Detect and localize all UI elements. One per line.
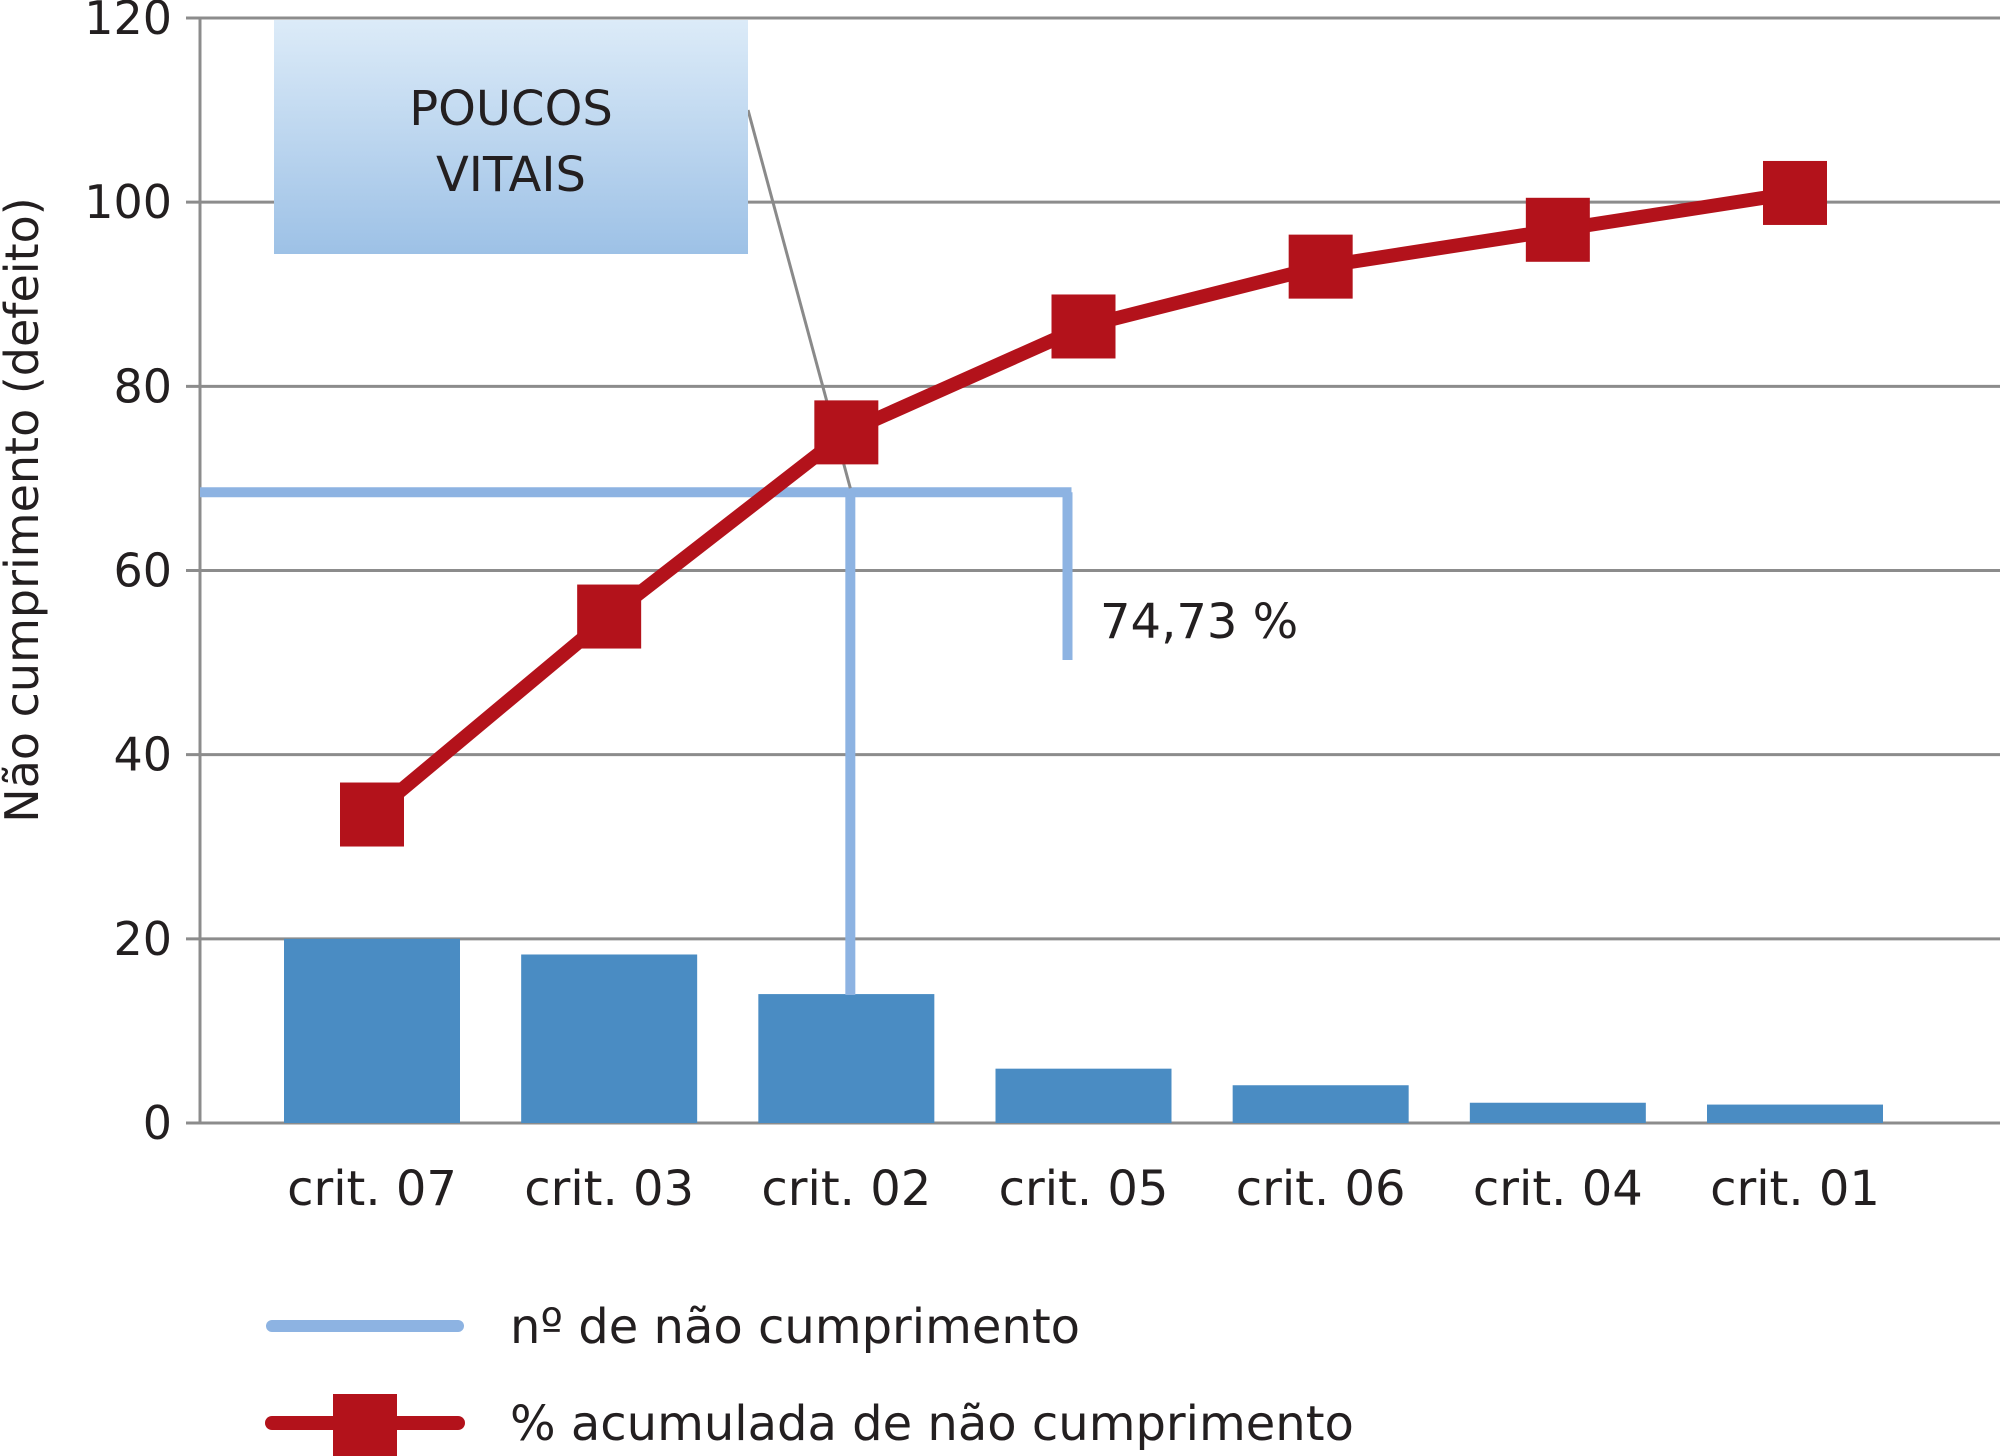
y-tick-label-60: 60: [113, 544, 172, 598]
bar-7: [1707, 1104, 1883, 1123]
bar-series: [284, 938, 1883, 1123]
x-category-label-6: crit. 04: [1473, 1161, 1643, 1217]
bar-3: [758, 994, 935, 1123]
line-marker-2: [577, 584, 642, 649]
x-category-label-1: crit. 07: [287, 1161, 457, 1217]
y-axis-title: Não cumprimento (defeito): [0, 197, 49, 822]
legend: nº de não cumprimento % acumulada de não…: [265, 1299, 1354, 1456]
bar-6: [1469, 1102, 1646, 1123]
legend-swatch-marker: [333, 1394, 397, 1456]
callout-text-line2: VITAIS: [436, 147, 586, 203]
legend-label-line: % acumulada de não cumprimento: [510, 1396, 1354, 1452]
line-marker-4: [1051, 294, 1116, 359]
line-marker-5: [1288, 234, 1353, 299]
callout-poucos-vitais: POUCOS VITAIS: [274, 20, 852, 489]
y-tick-label-120: 120: [84, 0, 172, 45]
threshold-lines: [200, 487, 1073, 995]
x-category-label-4: crit. 05: [999, 1161, 1169, 1217]
x-category-label-7: crit. 01: [1710, 1161, 1880, 1217]
callout-text-line1: POUCOS: [409, 81, 613, 137]
y-tick-label-0: 0: [143, 1096, 172, 1150]
x-category-label-3: crit. 02: [761, 1161, 931, 1217]
line-marker-3: [814, 400, 879, 465]
x-category-labels: crit. 07 crit. 03 crit. 02 crit. 05 crit. 06…: [287, 1161, 1880, 1217]
y-tick-label-100: 100: [84, 175, 172, 229]
x-category-label-5: crit. 06: [1236, 1161, 1406, 1217]
legend-label-bars: nº de não cumprimento: [510, 1299, 1080, 1355]
callout-box: [274, 20, 748, 254]
threshold-percent-label: 74,73 %: [1100, 594, 1298, 650]
bar-2: [521, 954, 698, 1123]
bar-4: [995, 1068, 1172, 1123]
x-category-label-2: crit. 03: [524, 1161, 694, 1217]
y-tick-label-20: 20: [113, 912, 172, 966]
line-marker-1: [340, 782, 404, 847]
y-tick-label-80: 80: [113, 359, 172, 413]
y-tick-label-40: 40: [113, 728, 172, 782]
y-tick-labels: 0 20 40 60 80 100 120: [84, 0, 172, 1150]
cumulative-line: [367, 186, 1797, 820]
bar-1: [284, 938, 460, 1123]
cumulative-line-series: [340, 160, 1827, 847]
line-marker-7: [1763, 160, 1827, 225]
line-marker-6: [1525, 197, 1590, 262]
bar-5: [1232, 1085, 1409, 1123]
